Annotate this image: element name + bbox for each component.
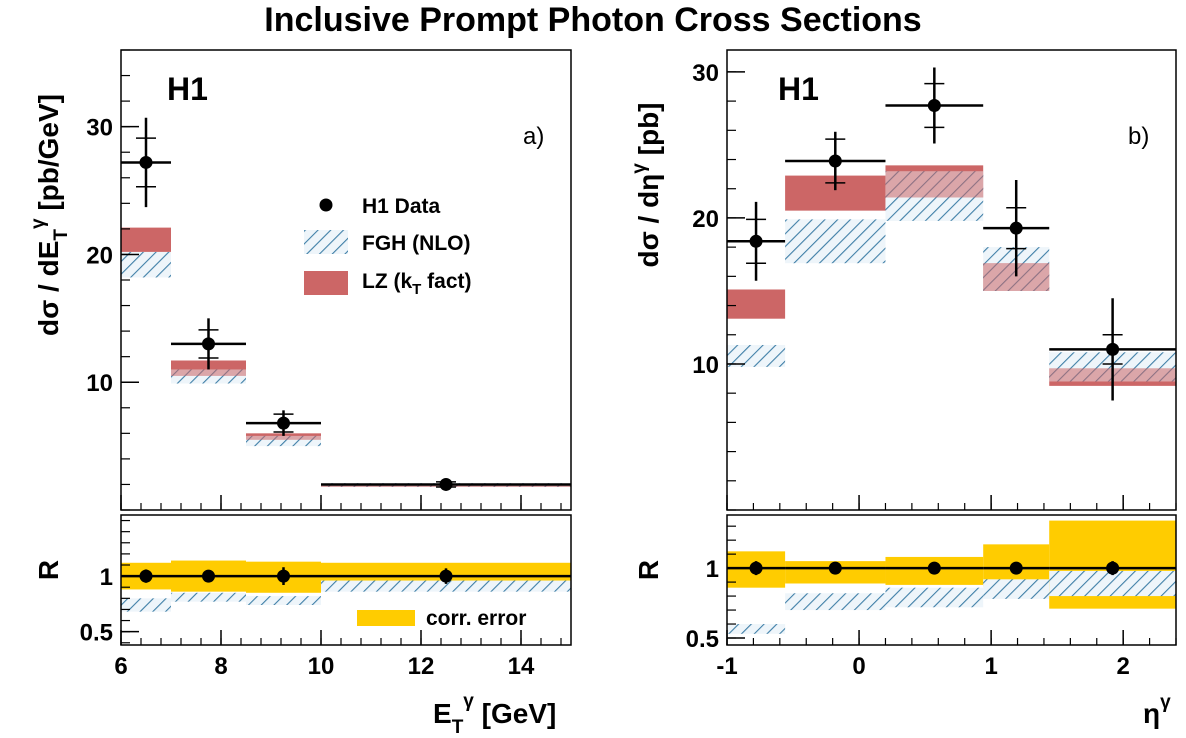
legend-label-lz: LZ (kT fact) (362, 270, 472, 298)
panel-b-data-point (749, 234, 763, 248)
panel-b-ratio-fgh-band (983, 579, 1050, 599)
legend-label-h1-data: H1 Data (362, 195, 441, 218)
legend-swatch-lz (304, 271, 348, 295)
panel-b-ratio-data-point (1009, 561, 1023, 575)
panel-b-main-plot: 10 20 30 (692, 49, 1177, 511)
panel-a-lz-band (246, 433, 321, 440)
panel-a: 10 20 30 6 8 10 12 14 0.5 1 H1 a) dσ / dETγ [pb/… (28, 49, 572, 738)
legend-label-corr-error: corr. error (426, 607, 526, 630)
panel-b-data-point (1106, 342, 1120, 356)
panel-b-ratio-frame (726, 514, 1177, 646)
panel-b-main-frame (726, 49, 1177, 511)
panel-a-data-point (439, 477, 453, 491)
panel-a-lz-fgh-overlap (246, 435, 321, 440)
panel-b: 10 20 30 -1 0 1 2 0.5 1 H1 b) dσ / dηγ [pb] R η… (629, 49, 1177, 729)
panel-b-fgh-band (727, 344, 786, 367)
panel-a-x-axis-label: ETγ [GeV] (433, 691, 556, 738)
panel-a-data-point (202, 337, 215, 351)
panel-b-experiment-label: H1 (778, 71, 819, 107)
panel-b-ratio-data-point (1106, 561, 1120, 575)
panel-a-ratio-y-label: R (33, 560, 64, 580)
panel-b-ratio-data-point (927, 561, 941, 575)
legend-label-fgh: FGH (NLO) (362, 232, 470, 255)
panel-a-ratio-fgh-band (121, 598, 171, 612)
panel-b-ratio-x-tick-label: 2 (1116, 653, 1129, 680)
legend-swatch-corr-error (357, 610, 415, 626)
legend-marker-h1-data (319, 198, 333, 212)
panel-a-data-point (277, 416, 290, 430)
panel-b-ratio-y-tick-label: 1 (706, 556, 719, 583)
panel-a-ratio-x-tick-label: 8 (214, 653, 227, 680)
panel-a-experiment-label: H1 (167, 71, 208, 107)
panel-a-legend: H1 Data FGH (NLO) LZ (kT fact) corr. err… (304, 195, 526, 630)
panel-b-lz-fgh-overlap (885, 171, 984, 198)
panel-a-data-point (139, 155, 153, 169)
panel-a-lz-fgh-overlap (171, 369, 246, 376)
panel-a-ratio-data-point (277, 569, 290, 583)
panel-a-lz-band (121, 227, 171, 252)
panel-b-ratio-data-point (828, 561, 842, 575)
panel-a-panel-label: a) (523, 123, 544, 150)
panel-b-fgh-band (785, 219, 886, 264)
panel-a-ratio-y-tick-label: 1 (100, 564, 113, 591)
panel-a-main-y-tick-label: 30 (86, 115, 113, 142)
panel-b-ratio-data-point (749, 561, 763, 575)
panel-b-ratio-fgh-band (785, 593, 886, 611)
panel-b-lz-band-fill (727, 289, 786, 319)
panel-a-ratio-plot: 6 8 10 12 14 0.5 1 (80, 514, 572, 680)
panel-b-ratio-fgh-band (885, 587, 984, 608)
panel-b-lz-band (885, 165, 984, 198)
panel-b-ratio-x-tick-label: 1 (984, 653, 997, 680)
panel-b-lz-band (727, 289, 786, 319)
panel-a-ratio-frame (120, 514, 572, 646)
panel-a-ratio-fgh-band (321, 580, 571, 592)
panel-a-ratio-x-tick-label: 14 (508, 653, 535, 680)
panel-a-main-plot: 10 20 30 (86, 49, 572, 511)
panel-a-fgh-band (246, 435, 321, 447)
panel-a-y-axis-label: dσ / dETγ [pb/GeV] (28, 94, 72, 336)
panel-a-ratio-fgh-band (171, 592, 246, 602)
panel-b-main-y-tick-label: 10 (692, 352, 719, 379)
panel-b-main-y-tick-label: 30 (692, 60, 719, 87)
panel-a-ratio-x-tick-label: 6 (114, 653, 127, 680)
panel-a-main-y-tick-label: 20 (86, 242, 113, 269)
panel-a-ratio-data-point (202, 569, 215, 583)
panel-b-panel-label: b) (1128, 123, 1149, 150)
panel-a-fgh-band (121, 251, 171, 278)
panel-a-ratio-y-tick-label: 0.5 (80, 620, 113, 647)
panel-b-ratio-x-tick-label: 0 (852, 653, 865, 680)
panel-b-data-point (1009, 221, 1023, 235)
panel-b-data-point (828, 154, 842, 168)
panel-b-ratio-y-tick-label: 0.5 (686, 626, 719, 653)
panel-b-ratio-y-label: R (633, 560, 664, 580)
panel-a-ratio-data-point (139, 569, 153, 583)
panel-b-x-axis-label: ηγ (1143, 692, 1171, 729)
panel-b-ratio-plot: -1 0 1 2 0.5 1 (686, 514, 1177, 680)
panel-a-ratio-fgh-band (246, 596, 321, 605)
panel-a-ratio-x-tick-label: 12 (408, 653, 435, 680)
panel-a-ratio-data-point (439, 569, 453, 583)
panel-a-ratio-x-tick-label: 10 (308, 653, 335, 680)
panel-a-lz-band-fill (121, 227, 171, 252)
legend-swatch-fgh (304, 230, 348, 254)
panel-b-ratio-fgh-band (727, 624, 786, 634)
panel-b-main-y-tick-label: 20 (692, 206, 719, 233)
figure-title: Inclusive Prompt Photon Cross Sections (264, 1, 921, 39)
panel-b-ratio-x-tick-label: -1 (716, 653, 737, 680)
panel-a-main-y-tick-label: 10 (86, 370, 113, 397)
panel-b-data-point (927, 98, 941, 112)
panel-b-y-axis-label: dσ / dηγ [pb] (629, 102, 664, 267)
